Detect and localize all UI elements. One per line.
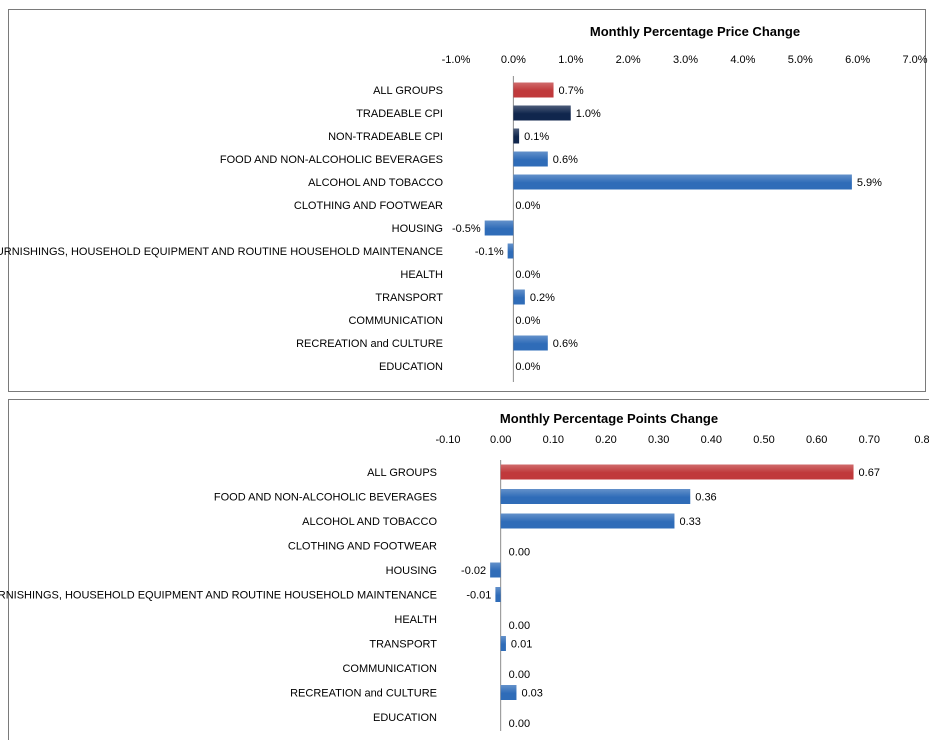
bar bbox=[500, 513, 675, 529]
x-tick-label: 5.0% bbox=[788, 54, 813, 66]
x-tick-label: 0.40 bbox=[701, 434, 722, 446]
x-tick-label: 0.70 bbox=[859, 434, 880, 446]
category-label: COMMUNICATION bbox=[348, 315, 443, 327]
points-change-chart: Monthly Percentage Points Change -0.10 0.0… bbox=[0, 411, 929, 731]
x-tick-label: -1.0% bbox=[442, 54, 471, 66]
bar bbox=[484, 220, 514, 236]
x-tick-label: -0.10 bbox=[435, 434, 460, 446]
chart-title: Monthly Percentage Price Change bbox=[590, 24, 800, 39]
bar bbox=[513, 174, 852, 190]
x-tick-label: 0.00 bbox=[490, 434, 511, 446]
chart-title: Monthly Percentage Points Change bbox=[500, 411, 718, 426]
bar bbox=[500, 464, 854, 480]
data-label: 0.7% bbox=[559, 85, 584, 97]
data-label: 0.00 bbox=[509, 669, 530, 681]
x-tick-label: 0.60 bbox=[806, 434, 827, 446]
x-tick-label: 6.0% bbox=[845, 54, 870, 66]
x-tick-label: 0.0% bbox=[501, 54, 526, 66]
category-label: FOOD AND NON-ALCOHOLIC BEVERAGES bbox=[214, 492, 437, 504]
price-change-chart: Monthly Percentage Price Change -1.0% 0.0%… bbox=[0, 24, 928, 382]
category-label: ALCOHOL AND TOBACCO bbox=[308, 177, 443, 189]
data-label: 0.00 bbox=[509, 547, 530, 559]
x-tick-label: 3.0% bbox=[673, 54, 698, 66]
category-label: ALCOHOL AND TOBACCO bbox=[302, 516, 437, 528]
category-label: FURNISHINGS, HOUSEHOLD EQUIPMENT AND ROU… bbox=[0, 590, 437, 602]
data-label: 0.67 bbox=[859, 467, 880, 479]
category-label: ALL GROUPS bbox=[373, 85, 443, 97]
bar bbox=[495, 587, 501, 602]
bar bbox=[507, 243, 514, 259]
data-label: 0.00 bbox=[509, 620, 530, 632]
bar bbox=[500, 636, 506, 651]
category-label: FURNISHINGS, HOUSEHOLD EQUIPMENT AND ROU… bbox=[0, 246, 443, 258]
data-label: 0.33 bbox=[679, 516, 700, 528]
data-label: 0.0% bbox=[515, 200, 540, 212]
x-tick-label: 1.0% bbox=[558, 54, 583, 66]
bar bbox=[500, 489, 691, 504]
x-tick-label: 0.20 bbox=[595, 434, 616, 446]
data-label: 0.01 bbox=[511, 639, 532, 651]
data-label: 0.0% bbox=[515, 315, 540, 327]
category-label: TRADEABLE CPI bbox=[356, 108, 443, 120]
data-label: -0.5% bbox=[452, 223, 481, 235]
bar bbox=[500, 685, 517, 700]
data-label: 0.6% bbox=[553, 338, 578, 350]
bar bbox=[513, 105, 571, 121]
category-label: TRANSPORT bbox=[375, 292, 443, 304]
data-label: -0.1% bbox=[475, 246, 504, 258]
data-label: 0.03 bbox=[521, 688, 542, 700]
data-label: 0.00 bbox=[509, 718, 530, 730]
data-label: 0.0% bbox=[515, 361, 540, 373]
category-label: ALL GROUPS bbox=[367, 467, 437, 479]
x-tick-label: 0.8 bbox=[914, 434, 929, 446]
x-tick-label: 0.30 bbox=[648, 434, 669, 446]
category-label: CLOTHING AND FOOTWEAR bbox=[294, 200, 443, 212]
category-label: COMMUNICATION bbox=[342, 663, 437, 675]
x-tick-label: 4.0% bbox=[730, 54, 755, 66]
bar bbox=[513, 128, 520, 144]
category-label: RECREATION and CULTURE bbox=[296, 338, 443, 350]
data-label: -0.02 bbox=[461, 565, 486, 577]
data-label: 1.0% bbox=[576, 108, 601, 120]
category-label: TRANSPORT bbox=[369, 639, 437, 651]
category-label: HOUSING bbox=[386, 565, 437, 577]
category-label: EDUCATION bbox=[379, 361, 443, 373]
data-label: -0.01 bbox=[466, 590, 491, 602]
data-label: 0.6% bbox=[553, 154, 578, 166]
bar bbox=[490, 562, 501, 578]
x-tick-label: 0.10 bbox=[543, 434, 564, 446]
category-label: HOUSING bbox=[392, 223, 443, 235]
bar bbox=[513, 335, 548, 351]
category-label: CLOTHING AND FOOTWEAR bbox=[288, 541, 437, 553]
data-label: 0.0% bbox=[515, 269, 540, 281]
data-label: 0.2% bbox=[530, 292, 555, 304]
x-tick-label: 2.0% bbox=[616, 54, 641, 66]
data-label: 0.36 bbox=[695, 492, 716, 504]
category-label: RECREATION and CULTURE bbox=[290, 688, 437, 700]
category-label: EDUCATION bbox=[373, 712, 437, 724]
bar bbox=[513, 289, 525, 305]
price-change-chart-panel: Monthly Percentage Price Change -1.0% 0.0%… bbox=[0, 9, 928, 392]
category-label: HEALTH bbox=[394, 614, 437, 626]
bar bbox=[513, 151, 548, 167]
points-change-chart-panel: Monthly Percentage Points Change -0.10 0.0… bbox=[0, 399, 929, 740]
bar bbox=[513, 82, 554, 98]
category-label: HEALTH bbox=[400, 269, 443, 281]
data-label: 5.9% bbox=[857, 177, 882, 189]
category-label: FOOD AND NON-ALCOHOLIC BEVERAGES bbox=[220, 154, 443, 166]
x-tick-label: 0.50 bbox=[753, 434, 774, 446]
category-label: NON-TRADEABLE CPI bbox=[328, 131, 443, 143]
data-label: 0.1% bbox=[524, 131, 549, 143]
x-tick-label: 7.0% bbox=[902, 54, 927, 66]
